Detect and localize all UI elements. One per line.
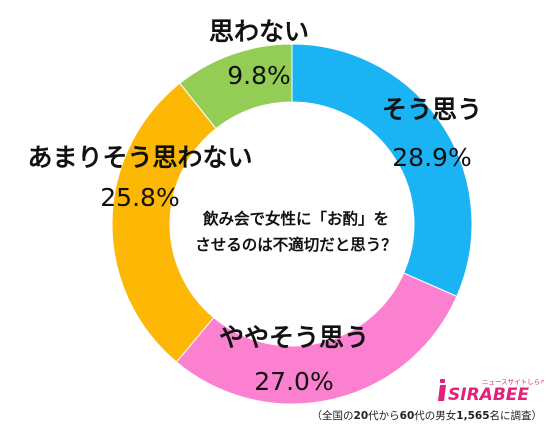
slice-label-value-1: 27.0%	[254, 367, 333, 396]
center-title-line-1: 飲み会で女性に「お酌」を	[202, 209, 389, 228]
sirabee-logo: ニュースサイトしらべぇ SIRABEE	[438, 376, 550, 405]
footnote-age-to: 60	[399, 410, 415, 422]
footnote-mid1: 代から	[368, 410, 400, 422]
logo-wordmark: SIRABEE	[448, 385, 529, 404]
donut-slice-1	[175, 272, 458, 405]
slice-labels: そう思う 28.9% ややそう思う 27.0% あまりそう思わない 25.8% …	[27, 17, 482, 396]
donut-slice-0	[291, 43, 473, 298]
slice-label-value-0: 28.9%	[392, 143, 471, 172]
donut-slice-3	[179, 43, 293, 130]
slice-label-value-2: 25.8%	[100, 183, 179, 212]
slice-label-name-3: 思わない	[209, 17, 309, 46]
footnote-mid2: 代の男女	[414, 410, 457, 422]
slice-label-value-3: 9.8%	[227, 61, 291, 90]
slice-label-name-2: あまりそう思わない	[27, 143, 252, 172]
center-title-line-2: させるのは不適切だと思う？	[195, 235, 397, 254]
footnote-age-from: 20	[353, 410, 369, 422]
chart-center-title: 飲み会で女性に「お酌」を させるのは不適切だと思う？	[195, 209, 397, 254]
slice-label-name-0: そう思う	[382, 95, 482, 124]
footnote-count: 1,565	[456, 410, 490, 422]
footnote-close: 名に調査）	[489, 410, 543, 422]
logo-tagline: ニュースサイトしらべぇ	[482, 378, 544, 386]
survey-footnote: （全国の20代から60代の男女1,565名に調査）	[312, 408, 542, 423]
slice-label-name-1: ややそう思う	[219, 323, 369, 352]
donut-slice-2	[111, 82, 217, 363]
footnote-open: （全国の	[311, 410, 354, 422]
donut-slices	[111, 43, 473, 405]
